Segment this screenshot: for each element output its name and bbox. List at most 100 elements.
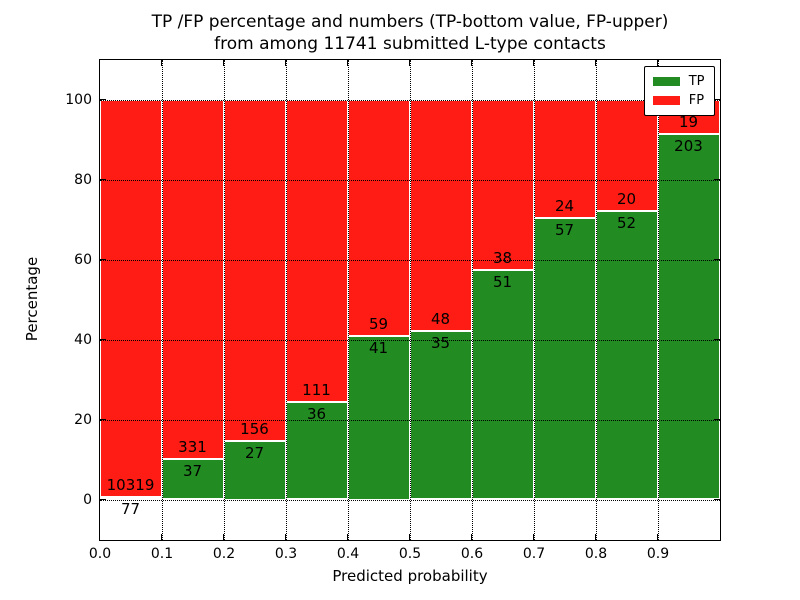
fp-count-label: 38	[492, 249, 513, 268]
fp-swatch	[652, 95, 680, 105]
gridline-vertical	[533, 59, 535, 540]
y-tick-mark	[713, 259, 720, 260]
fp-count-label: 48	[430, 309, 451, 328]
y-tick-mark	[99, 499, 106, 500]
chart-title-line2: from among 11741 submitted L-type contac…	[214, 34, 606, 54]
tp-bar-segment	[99, 496, 162, 500]
x-tick-mark	[99, 533, 100, 540]
y-tick-mark	[713, 499, 720, 500]
x-tick-mark	[409, 533, 410, 540]
tp-bar-segment	[657, 133, 720, 500]
x-tick-label: 0.3	[274, 546, 298, 562]
gridline-vertical	[223, 59, 225, 540]
x-tick-mark	[595, 533, 596, 540]
tp-count-label: 37	[182, 462, 203, 481]
x-tick-label: 0.1	[150, 546, 174, 562]
x-tick-mark	[99, 59, 100, 66]
y-tick-mark	[99, 339, 106, 340]
x-tick-mark	[161, 533, 162, 540]
fp-bar-segment	[347, 99, 410, 336]
fp-count-label: 24	[554, 197, 575, 216]
fp-count-label: 10319	[106, 475, 155, 494]
fp-bar-segment	[161, 99, 224, 460]
tp-count-label: 41	[368, 338, 389, 357]
x-tick-mark	[471, 533, 472, 540]
fp-count-label: 59	[368, 314, 389, 333]
plot-area: 10319 77 331 37 156 27 111 36 59 41 48 35 38 51 24 57 20…	[98, 58, 721, 541]
x-tick-mark	[657, 533, 658, 540]
x-tick-mark	[595, 59, 596, 66]
y-tick-label: 100	[65, 92, 92, 108]
tp-count-label: 52	[616, 213, 637, 232]
tp-count-label: 203	[674, 136, 703, 155]
x-tick-mark	[533, 533, 534, 540]
x-tick-label: 0.4	[336, 546, 360, 562]
x-tick-mark	[161, 59, 162, 66]
y-tick-mark	[713, 339, 720, 340]
x-tick-mark	[347, 59, 348, 66]
tp-bar-segment	[285, 401, 348, 500]
x-tick-label: 0.6	[460, 546, 484, 562]
tp-count-label: 27	[244, 443, 265, 462]
x-axis-label: Predicted probability	[332, 567, 488, 585]
tp-count-label: 35	[430, 333, 451, 352]
x-tick-label: 0.8	[584, 546, 608, 562]
x-tick-mark	[347, 533, 348, 540]
x-tick-mark	[471, 59, 472, 66]
fp-bar-segment	[595, 99, 658, 211]
gridline-vertical	[657, 59, 659, 540]
y-tick-label: 60	[74, 252, 92, 268]
x-tick-mark	[409, 59, 410, 66]
tp-count-label: 51	[492, 273, 513, 292]
y-tick-mark	[99, 99, 106, 100]
tp-bar-segment	[595, 210, 658, 500]
fp-count-label: 156	[240, 419, 269, 438]
y-tick-mark	[99, 179, 106, 180]
tp-bar-segment	[533, 218, 596, 500]
y-tick-label: 20	[74, 412, 92, 428]
y-tick-mark	[99, 259, 106, 260]
x-tick-mark	[223, 59, 224, 66]
plot-inner: 10319 77 331 37 156 27 111 36 59 41 48 35 38 51 24 57 20…	[99, 59, 720, 540]
tp-count-label: 36	[306, 404, 327, 423]
tp-bar-segment	[347, 335, 410, 500]
y-tick-label: 0	[83, 492, 92, 508]
legend-item-tp: TP	[652, 72, 705, 91]
chart-title-line1: TP /FP percentage and numbers (TP-bottom…	[151, 12, 669, 32]
fp-bar-segment	[223, 99, 286, 441]
fp-bar-segment	[285, 99, 348, 402]
gridline-vertical	[471, 59, 473, 540]
x-tick-mark	[533, 59, 534, 66]
fp-bar-segment	[533, 99, 596, 219]
tp-count-label: 57	[554, 221, 575, 240]
gridline-vertical	[595, 59, 597, 540]
x-tick-mark	[285, 59, 286, 66]
x-tick-label: 0.5	[398, 546, 422, 562]
fp-bar-segment	[99, 99, 162, 497]
x-tick-mark	[657, 59, 658, 66]
y-tick-label: 40	[74, 332, 92, 348]
fp-count-label: 19	[678, 112, 699, 131]
x-tick-label: 0.7	[522, 546, 546, 562]
y-tick-mark	[713, 179, 720, 180]
y-tick-mark	[713, 99, 720, 100]
x-tick-mark	[223, 533, 224, 540]
gridline-vertical	[409, 59, 411, 540]
gridline-vertical	[161, 59, 163, 540]
tp-bar-segment	[161, 459, 224, 500]
tp-bar-segment	[409, 330, 472, 500]
fp-count-label: 111	[302, 380, 331, 399]
y-tick-mark	[713, 419, 720, 420]
x-tick-label: 0.0	[88, 546, 112, 562]
legend-label-fp: FP	[688, 92, 705, 108]
y-axis-label: Percentage	[23, 256, 41, 342]
x-tick-label: 0.2	[212, 546, 236, 562]
tp-bar-segment	[471, 270, 534, 500]
fp-bar-segment	[471, 99, 534, 271]
fp-bar-segment	[409, 99, 472, 331]
tp-swatch	[652, 76, 680, 86]
y-tick-label: 80	[74, 172, 92, 188]
legend-item-fp: FP	[652, 91, 705, 110]
fp-count-label: 20	[616, 189, 637, 208]
